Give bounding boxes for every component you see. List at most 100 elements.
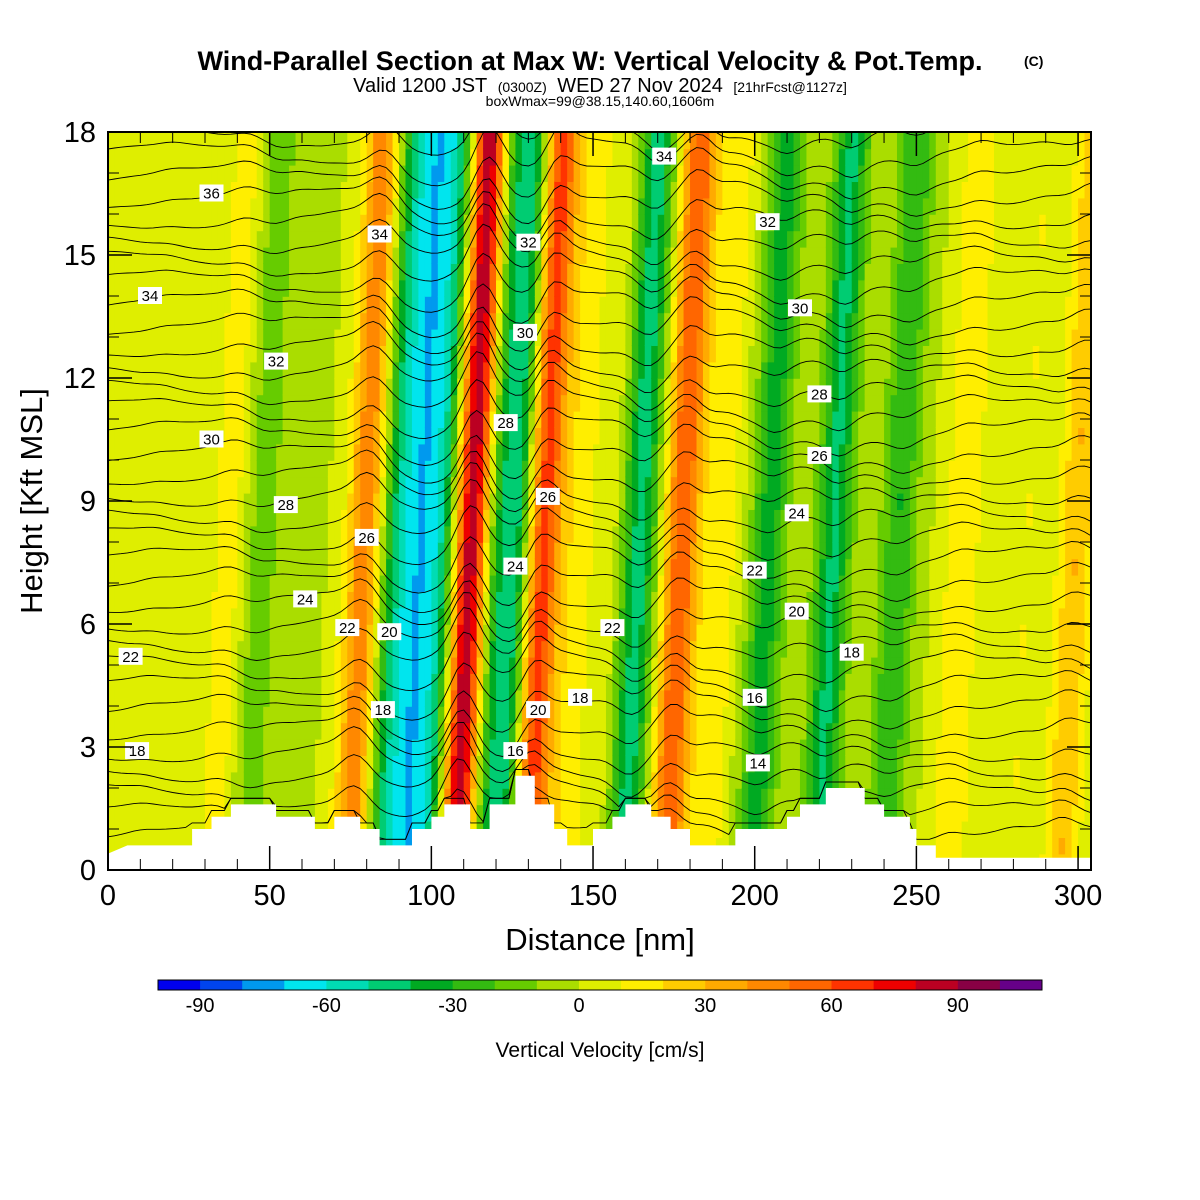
velocity-cell (709, 427, 717, 445)
velocity-cell (418, 312, 426, 330)
velocity-cell (690, 771, 698, 789)
velocity-cell (108, 755, 116, 773)
velocity-cell (580, 246, 588, 264)
velocity-cell (541, 656, 549, 674)
velocity-cell (677, 394, 685, 412)
velocity-cell (521, 132, 530, 150)
velocity-cell (450, 230, 459, 248)
velocity-cell (192, 574, 200, 592)
velocity-cell (366, 312, 374, 330)
velocity-cell (360, 689, 368, 707)
velocity-cell (774, 509, 782, 527)
velocity-cell (263, 640, 271, 658)
velocity-cell (379, 460, 387, 478)
velocity-cell (140, 246, 148, 264)
velocity-cell (508, 345, 517, 363)
velocity-cell (534, 279, 543, 297)
velocity-cell (625, 738, 633, 756)
velocity-cell (457, 738, 465, 756)
velocity-cell (347, 574, 355, 592)
velocity-cell (295, 509, 303, 527)
velocity-cell (748, 296, 756, 314)
velocity-cell (541, 410, 549, 428)
velocity-cell (735, 263, 743, 281)
velocity-cell (250, 591, 258, 609)
velocity-cell (496, 771, 504, 789)
velocity-cell (133, 607, 142, 625)
velocity-cell (496, 164, 504, 182)
velocity-cell (457, 689, 465, 707)
velocity-cell (483, 263, 491, 281)
velocity-cell (696, 148, 704, 166)
velocity-cell (709, 263, 717, 281)
velocity-cell (612, 558, 620, 576)
velocity-cell (392, 788, 400, 806)
velocity-cell (217, 574, 226, 592)
velocity-cell (761, 410, 769, 428)
velocity-cell (399, 410, 407, 428)
velocity-cell (644, 706, 653, 724)
velocity-cell (379, 525, 387, 543)
velocity-cell (625, 214, 633, 232)
velocity-cell (638, 542, 646, 560)
velocity-cell (127, 164, 135, 182)
velocity-cell (302, 656, 310, 674)
velocity-cell (476, 624, 484, 642)
velocity-cell (496, 542, 504, 560)
velocity-cell (379, 378, 387, 396)
velocity-cell (651, 722, 659, 740)
velocity-cell (185, 296, 193, 314)
velocity-cell (715, 328, 724, 346)
velocity-cell (741, 230, 750, 248)
velocity-cell (256, 378, 265, 396)
velocity-cell (554, 214, 562, 232)
velocity-cell (250, 197, 258, 215)
velocity-cell (819, 771, 827, 789)
velocity-cell (593, 164, 601, 182)
velocity-cell (424, 476, 433, 494)
velocity-cell (593, 197, 601, 215)
velocity-cell (321, 624, 329, 642)
velocity-cell (424, 394, 433, 412)
velocity-cell (347, 689, 355, 707)
velocity-cell (728, 492, 737, 510)
velocity-cell (599, 673, 607, 691)
velocity-cell (334, 492, 342, 510)
velocity-cell (709, 197, 717, 215)
velocity-cell (282, 673, 290, 691)
velocity-cell (670, 410, 678, 428)
velocity-cell (450, 542, 459, 560)
velocity-cell (651, 443, 659, 461)
velocity-cell (108, 312, 116, 330)
velocity-cell (528, 460, 536, 478)
velocity-cell (651, 755, 659, 773)
velocity-cell (334, 263, 342, 281)
velocity-cell (554, 378, 562, 396)
velocity-cell (179, 361, 187, 379)
velocity-cell (198, 214, 206, 232)
velocity-cell (780, 492, 788, 510)
velocity-cell (787, 525, 795, 543)
velocity-cell (237, 722, 245, 740)
velocity-cell (146, 378, 155, 396)
velocity-cell (347, 771, 355, 789)
velocity-cell (289, 279, 297, 297)
velocity-cell (625, 624, 633, 642)
velocity-cell (308, 263, 316, 281)
velocity-cell (230, 246, 239, 264)
velocity-cell (211, 361, 219, 379)
velocity-cell (392, 279, 400, 297)
velocity-cell (541, 607, 549, 625)
velocity-cell (767, 689, 775, 707)
velocity-cell (541, 509, 549, 527)
velocity-cell (470, 706, 478, 724)
velocity-cell (211, 328, 219, 346)
velocity-cell (360, 607, 368, 625)
velocity-cell (308, 574, 316, 592)
velocity-cell (715, 771, 724, 789)
velocity-cell (709, 246, 717, 264)
velocity-cell (657, 246, 665, 264)
velocity-cell (541, 738, 549, 756)
velocity-cell (418, 246, 426, 264)
velocity-cell (702, 460, 711, 478)
